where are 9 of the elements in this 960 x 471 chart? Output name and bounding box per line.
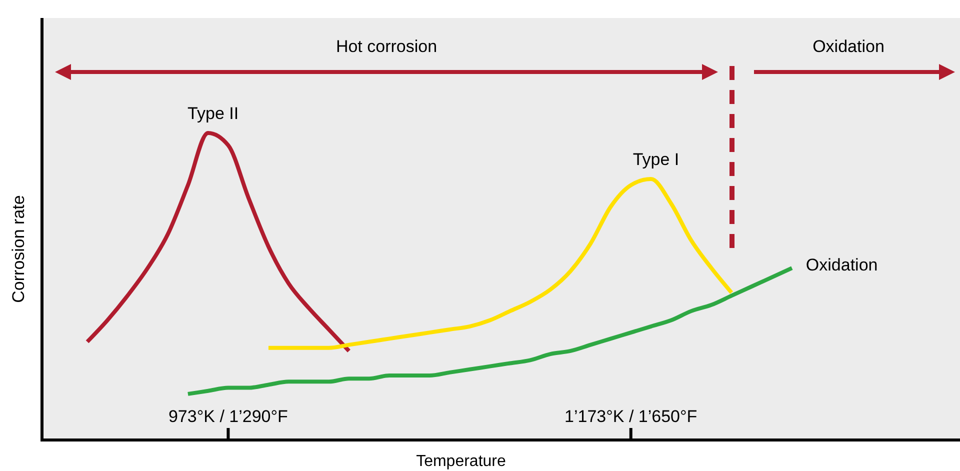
series-label: Type I bbox=[632, 150, 680, 170]
x-tick-label: 1’173°K / 1’650°F bbox=[564, 407, 698, 426]
x-tick-label: 973°K / 1’290°F bbox=[168, 407, 288, 426]
x-axis-title: Temperature bbox=[416, 453, 506, 470]
series-label: Oxidation bbox=[806, 256, 878, 275]
text: Hot corrosion bbox=[336, 37, 438, 56]
y-axis-title: Corrosion rate bbox=[9, 195, 28, 303]
series-label: Type II bbox=[188, 104, 239, 123]
text: Oxidation bbox=[812, 37, 884, 56]
